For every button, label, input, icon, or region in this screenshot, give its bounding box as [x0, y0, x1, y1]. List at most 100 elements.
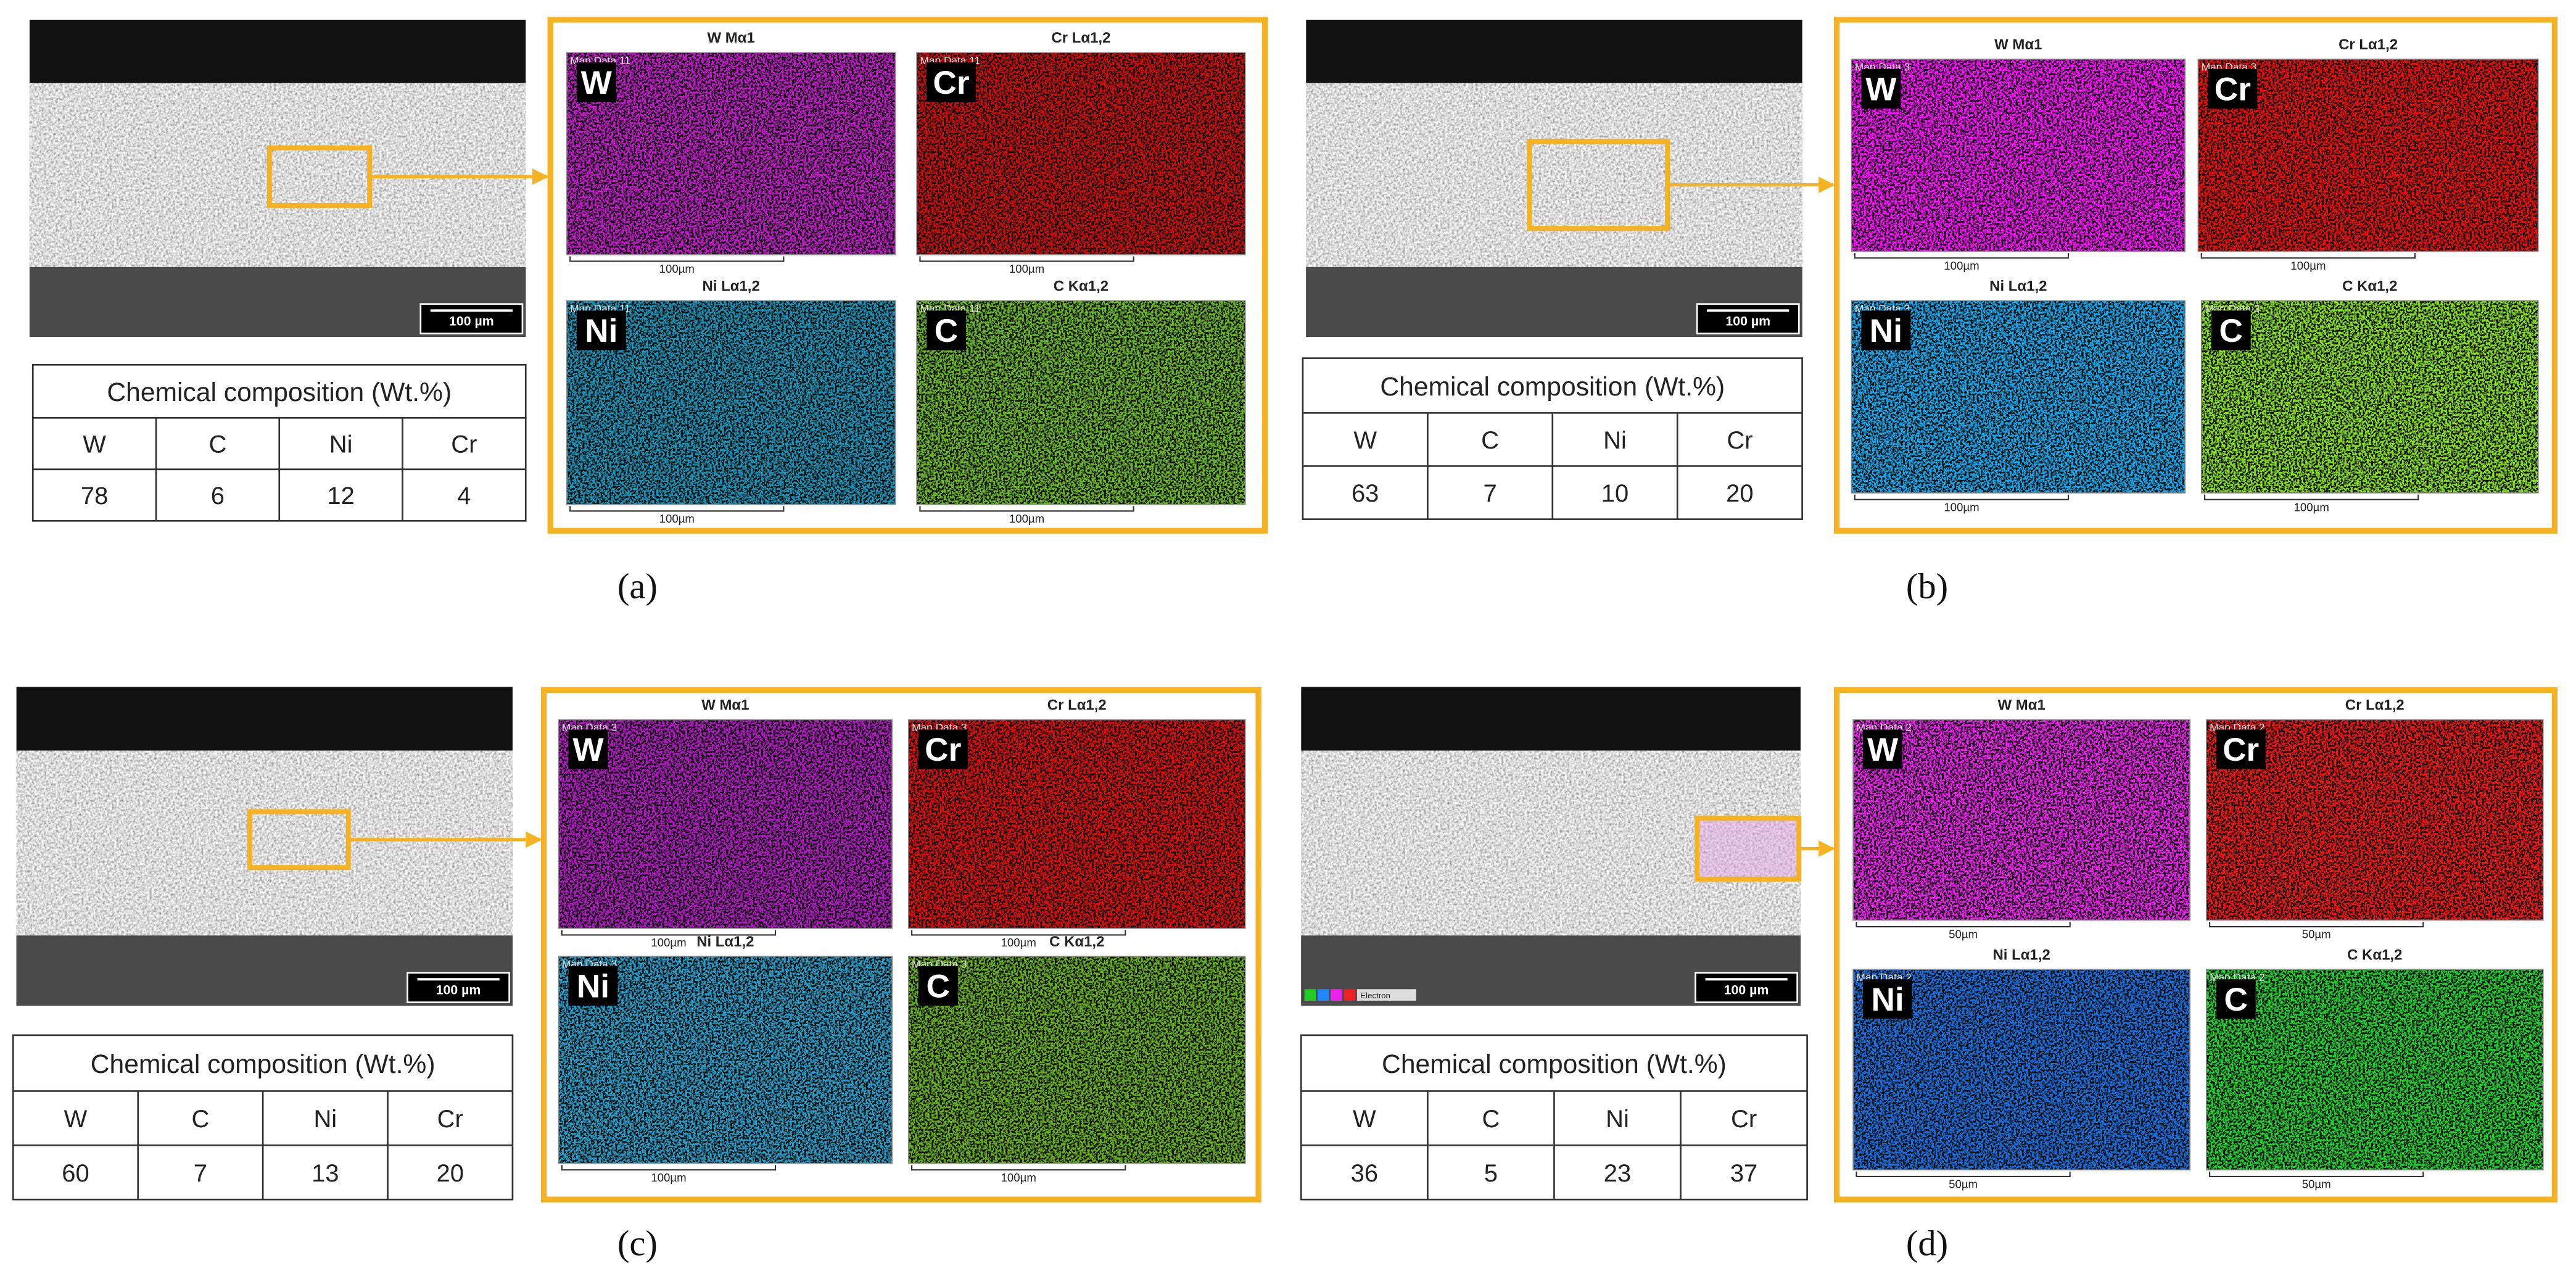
table-value: 6: [211, 482, 225, 510]
table-value: 37: [1730, 1160, 1757, 1187]
element-label: Cr: [2215, 71, 2251, 107]
region-box: [1695, 816, 1802, 882]
scale-bar-label: 100 µm: [449, 313, 494, 328]
map-title: C Kα1,2: [2347, 946, 2402, 963]
table-value: 23: [1604, 1160, 1631, 1187]
map-scale-bar: [1856, 1171, 2071, 1177]
element-badge: [576, 310, 626, 350]
map-scale-label: 100µm: [1944, 500, 1979, 513]
element-label: Ni: [585, 313, 617, 349]
map-scale-label: 50µm: [1949, 1178, 1978, 1191]
table-value: 20: [437, 1160, 464, 1187]
map-title: W Mα1: [1994, 36, 2042, 53]
map-title: C Kα1,2: [2342, 278, 2397, 294]
panel: 100 µm Electron Chemical composition (Wt.%…: [1300, 687, 2558, 1264]
table-value: 20: [1726, 480, 1753, 507]
table-header: Cr: [437, 1106, 463, 1133]
legend-swatch: [1344, 989, 1356, 1001]
table-header: C: [208, 431, 226, 458]
map-scale-label: 50µm: [2302, 1178, 2331, 1191]
table-value: 7: [194, 1160, 207, 1187]
table-header: Ni: [1603, 427, 1627, 454]
element-label: Cr: [2223, 732, 2259, 768]
map-scale-bar: [1854, 494, 2070, 500]
map-border: [1852, 719, 2190, 921]
element-badge: [2216, 979, 2256, 1019]
table-header: W: [64, 1106, 88, 1133]
map-border: [566, 52, 896, 255]
map-border: [566, 300, 896, 505]
table-value: 4: [457, 482, 471, 510]
map-scale-bar: [2209, 1171, 2424, 1177]
map-signal: [2206, 969, 2543, 1170]
element-label: C: [926, 969, 949, 1005]
table-header: Ni: [313, 1106, 337, 1133]
table-value: 63: [1352, 480, 1379, 507]
element-badge: [568, 966, 618, 1006]
element-label: Cr: [933, 65, 969, 101]
map-title: Cr Lα1,2: [2339, 36, 2398, 53]
table-title: Chemical composition (Wt.%): [1380, 372, 1725, 402]
composition-table: Chemical composition (Wt.%)W 78 C 6 Ni 12 Cr 4: [31, 363, 527, 522]
map-scale-bar: [919, 256, 1134, 262]
panel-label: (b): [1906, 566, 1948, 606]
map-scale-label: 100µm: [2290, 259, 2326, 272]
element-label: W: [1867, 732, 1899, 768]
scale-bar-label: 100 µm: [1724, 982, 1769, 997]
map-title: W Mα1: [708, 30, 755, 46]
table-header: Cr: [451, 431, 477, 458]
element-badge: [918, 729, 968, 769]
table-value: 5: [1484, 1160, 1498, 1187]
map-scale-label: 100µm: [1001, 936, 1036, 949]
element-label: C: [2219, 313, 2242, 349]
map-scale-label: 50µm: [2302, 928, 2331, 941]
element-badge: [927, 62, 976, 102]
map-signal: [558, 719, 893, 929]
map-scale-bar: [2204, 494, 2419, 500]
legend-swatch: [1304, 989, 1316, 1001]
map-border: [2205, 969, 2544, 1171]
panel-label: (a): [617, 566, 658, 606]
map-scale-label: 100µm: [659, 512, 695, 525]
element-badge: [2211, 310, 2251, 350]
element-badge: [2208, 68, 2258, 109]
table-header: W: [1353, 427, 1377, 454]
map-scale-bar: [1854, 253, 2070, 259]
table-value: 78: [81, 482, 108, 510]
map-title: Ni Lα1,2: [1993, 946, 2050, 963]
panel-label: (d): [1906, 1223, 1948, 1264]
element-label: Ni: [1870, 313, 1902, 349]
map-border: [2200, 300, 2539, 494]
map-scale-bar: [569, 506, 785, 512]
map-border: [907, 719, 1246, 929]
element-badge: [1863, 979, 1913, 1019]
sem-image: 100 µm: [1306, 19, 1802, 337]
map-scale-label: 100µm: [1944, 259, 1979, 272]
legend-label: Electron: [1360, 991, 1390, 1000]
table-value: 13: [312, 1160, 339, 1187]
map-scale-label: 100µm: [659, 262, 695, 275]
table-value: 36: [1351, 1160, 1378, 1187]
map-scale-bar: [911, 1165, 1126, 1171]
table-header: C: [1481, 427, 1499, 454]
table-header: Ni: [329, 431, 353, 458]
map-title: Ni Lα1,2: [696, 933, 754, 950]
table-header: Ni: [1606, 1106, 1629, 1133]
element-badge: [2216, 729, 2266, 769]
map-scale-bar: [919, 506, 1134, 512]
map-scale-label: 50µm: [1949, 928, 1978, 941]
